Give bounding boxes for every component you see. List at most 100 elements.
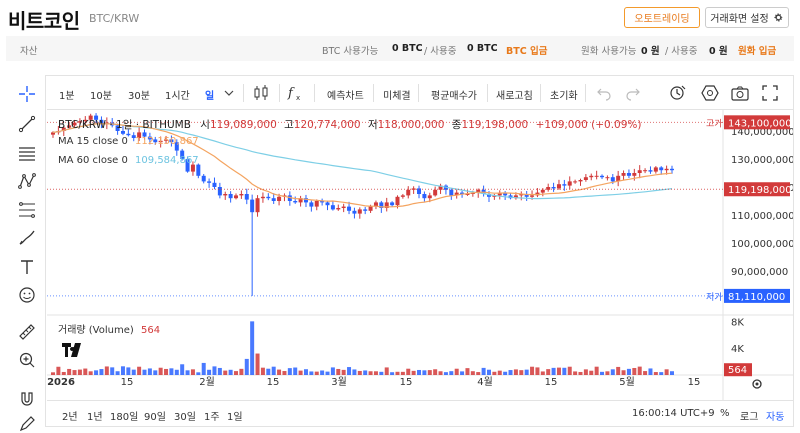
candle-body <box>347 206 352 211</box>
time-tick-label: 2026 <box>47 377 75 388</box>
krw-deposit-link[interactable]: 원화 입금 <box>738 46 777 57</box>
candle-body <box>524 194 529 197</box>
interval-1m[interactable]: 1분 <box>59 91 75 102</box>
price-tick-label: 110,000,000 <box>731 211 793 222</box>
volume-bar <box>422 370 427 375</box>
low-price-tag-bg <box>724 288 790 303</box>
screen-settings-button[interactable]: 거래화면 설정 <box>705 7 789 28</box>
chevron-down-icon[interactable] <box>223 84 235 102</box>
auto-trading-button[interactable]: 오토트레이딩 <box>624 7 700 28</box>
range-1d[interactable]: 1일 <box>227 412 243 423</box>
percent-toggle[interactable]: % <box>720 408 730 419</box>
horizontal-lines-icon[interactable] <box>18 144 36 162</box>
candle-body <box>406 189 411 196</box>
settings-hexagon-icon[interactable] <box>701 84 719 102</box>
candle-body <box>610 177 615 182</box>
prediction-chart-button[interactable]: 예측차트 <box>327 91 364 102</box>
ma15-legend: MA 15 close 0 112,150,867 <box>58 136 199 147</box>
magnet-icon[interactable] <box>18 390 36 408</box>
volume-bar <box>567 366 572 375</box>
fib-retracement-icon[interactable] <box>18 201 36 219</box>
candle-body <box>384 202 389 208</box>
unfilled-orders-button[interactable]: 미체결 <box>383 91 411 102</box>
candle-body <box>643 170 648 172</box>
candle-body <box>83 119 88 122</box>
volume-bar <box>309 371 314 375</box>
interval-1d[interactable]: 일 <box>205 91 215 102</box>
log-toggle[interactable]: 로그 <box>740 412 759 423</box>
screen-settings-label: 거래화면 설정 <box>710 14 769 25</box>
redo-icon[interactable] <box>624 84 642 102</box>
volume-bar <box>583 369 588 375</box>
zoom-in-icon[interactable] <box>18 351 36 369</box>
volume-bar <box>153 370 158 375</box>
volume-bar <box>535 367 540 375</box>
volume-bar <box>336 368 341 375</box>
range-30d[interactable]: 30일 <box>174 412 196 423</box>
refresh-button[interactable]: 새로고침 <box>496 91 533 102</box>
btc-deposit-link[interactable]: BTC 입금 <box>506 46 548 57</box>
trend-line-icon[interactable] <box>18 115 36 133</box>
interval-10m[interactable]: 10분 <box>90 91 112 102</box>
pattern-icon[interactable] <box>18 172 36 190</box>
ruler-icon[interactable] <box>18 323 36 341</box>
volume-bar <box>196 372 201 375</box>
volume-bar <box>497 370 502 375</box>
candle-body <box>244 194 249 200</box>
undo-icon[interactable] <box>595 84 613 102</box>
brush-icon[interactable] <box>18 229 36 247</box>
volume-bar <box>438 371 443 375</box>
candle-body <box>330 205 335 210</box>
toolbar-divider <box>540 84 541 102</box>
auto-toggle[interactable]: 자동 <box>766 412 785 423</box>
candle-body <box>320 201 325 203</box>
low-value: 118,000,000 <box>377 119 445 131</box>
text-tool-icon[interactable] <box>18 258 36 276</box>
volume-bar <box>357 370 362 375</box>
last-price-tag: 119,198,000 <box>728 185 792 196</box>
fullscreen-icon[interactable] <box>761 84 779 102</box>
range-90d[interactable]: 90일 <box>144 412 166 423</box>
candle-body <box>158 140 163 143</box>
volume-bar <box>524 369 529 375</box>
volume-bar <box>384 367 389 375</box>
avg-buy-price-button[interactable]: 평균매수가 <box>431 91 477 102</box>
toolbar-divider <box>418 84 419 102</box>
volume-bar <box>659 372 664 375</box>
low-price-tag: 81,110,000 <box>728 292 785 303</box>
candle-body <box>562 184 567 186</box>
price-chart[interactable]: 150,000,000140,000,000130,000,000120,000… <box>47 110 793 400</box>
volume-bar <box>492 371 497 375</box>
candle-body <box>390 202 395 206</box>
reset-button[interactable]: 초기화 <box>550 91 578 102</box>
volume-bar <box>395 371 400 375</box>
volume-bar <box>648 368 653 375</box>
candle-body <box>131 135 136 138</box>
range-2y[interactable]: 2년 <box>62 412 78 423</box>
alert-clock-icon[interactable] <box>669 84 687 102</box>
candles-icon[interactable] <box>252 84 270 102</box>
range-180d[interactable]: 180일 <box>110 412 139 423</box>
interval-1h[interactable]: 1시간 <box>165 91 190 102</box>
change-value: +109,000 (+0.09%) <box>535 119 642 131</box>
crosshair-icon[interactable] <box>18 85 36 103</box>
candle-body <box>497 192 502 196</box>
candle-body <box>174 142 179 151</box>
candle-body <box>567 181 572 186</box>
toolbar-divider <box>279 84 280 102</box>
price-tick-label: 140,000,000 <box>731 127 793 138</box>
candle-body <box>120 131 125 134</box>
interval-30m[interactable]: 30분 <box>128 91 150 102</box>
volume-bar <box>110 367 115 375</box>
range-1w[interactable]: 1주 <box>204 412 220 423</box>
time-tick-label: 15 <box>121 377 134 388</box>
range-1y[interactable]: 1년 <box>87 412 103 423</box>
high-price-tag-bg <box>724 115 790 130</box>
pencil-icon[interactable] <box>18 415 36 433</box>
volume-bar <box>147 368 152 375</box>
volume-bar <box>341 369 346 375</box>
camera-icon[interactable] <box>731 84 749 102</box>
volume-bar <box>406 368 411 375</box>
emoji-icon[interactable] <box>18 286 36 304</box>
